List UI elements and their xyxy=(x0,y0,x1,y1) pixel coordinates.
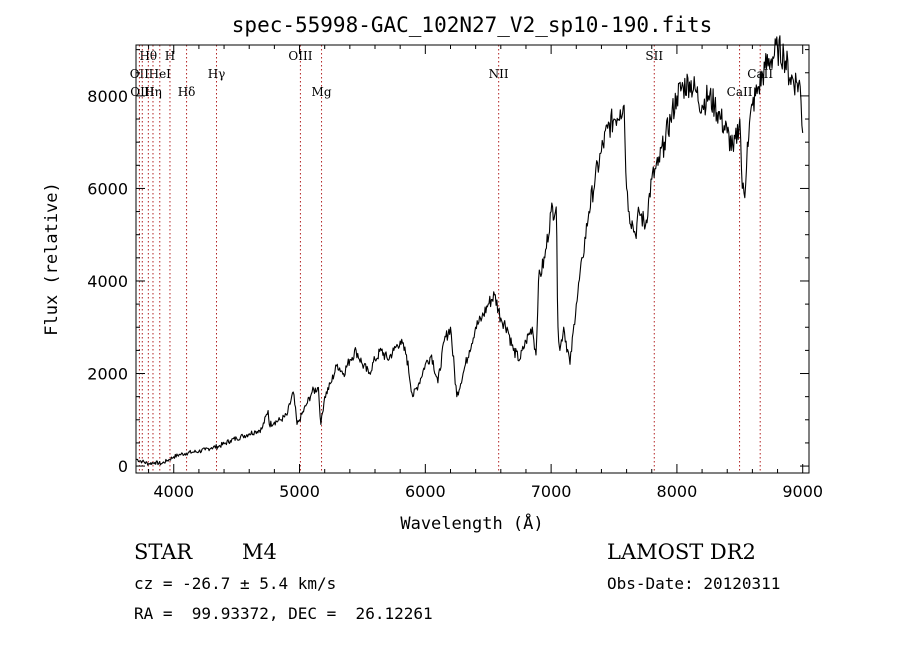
line-marker-label: SII xyxy=(645,49,663,63)
chart-title: spec-55998-GAC_102N27_V2_sp10-190.fits xyxy=(232,13,712,37)
x-axis: 4000 5000 6000 7000 8000 9000 xyxy=(148,45,823,501)
object-subclass: M4 xyxy=(242,540,277,564)
x-tick-label: 8000 xyxy=(657,482,698,501)
y-axis: 0 2000 4000 6000 8000 xyxy=(87,49,809,476)
redshift-readout: cz = -26.7 ± 5.4 km/s xyxy=(134,574,337,593)
line-marker-label: H xyxy=(165,49,175,63)
line-marker-label: CaII xyxy=(727,85,753,99)
line-marker-label: Hθ xyxy=(139,49,157,63)
line-marker-label: Hη xyxy=(144,85,162,99)
spectrum-line xyxy=(135,35,804,466)
line-marker-label: Hδ xyxy=(178,85,196,99)
line-marker-label: Hγ xyxy=(208,67,226,81)
line-marker-label: OII xyxy=(130,67,150,81)
x-tick-label: 9000 xyxy=(782,482,823,501)
observation-date: Obs-Date: 20120311 xyxy=(607,574,781,593)
x-tick-label: 7000 xyxy=(531,482,572,501)
y-tick-label: 6000 xyxy=(87,179,128,198)
y-tick-label: 8000 xyxy=(87,87,128,106)
line-marker-label: Mg xyxy=(312,85,332,99)
x-tick-label: 4000 xyxy=(153,482,194,501)
line-marker-label: HeI xyxy=(149,67,172,81)
survey-name: LAMOST DR2 xyxy=(607,540,756,564)
x-tick-label: 5000 xyxy=(279,482,320,501)
coordinates-readout: RA = 99.93372, DEC = 26.12261 xyxy=(134,604,433,623)
y-tick-label: 0 xyxy=(118,457,128,476)
line-marker-label: OIII xyxy=(288,49,312,63)
object-class: STAR xyxy=(134,540,193,564)
plot-frame xyxy=(135,44,810,474)
x-tick-label: 6000 xyxy=(405,482,446,501)
y-tick-label: 4000 xyxy=(87,272,128,291)
line-marker-label: NII xyxy=(489,67,509,81)
y-axis-label: Flux (relative) xyxy=(42,182,62,336)
x-axis-label: Wavelength (Å) xyxy=(400,512,543,534)
y-tick-label: 2000 xyxy=(87,365,128,384)
